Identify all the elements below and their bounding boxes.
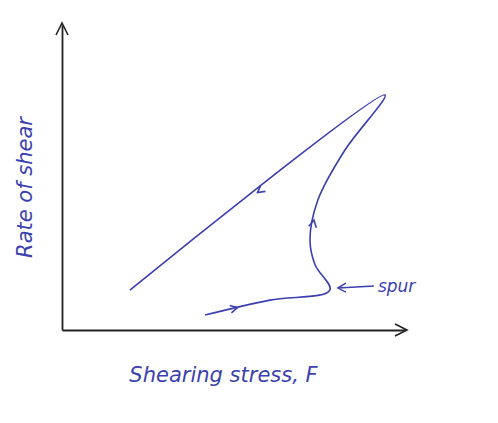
direction-arrow [258, 185, 266, 192]
annotation: spur [378, 276, 416, 296]
annotation-line [338, 286, 374, 288]
marks [130, 95, 385, 315]
direction-arrow [230, 305, 238, 312]
y-axis [62, 26, 63, 331]
annotation-arrow [338, 283, 346, 292]
direction-arrow [309, 220, 317, 228]
x-axis-title: Shearing stress, F [129, 363, 318, 387]
axis-line [63, 330, 406, 332]
axis-arrow [395, 324, 407, 336]
curve [130, 95, 385, 315]
x-axis [63, 330, 406, 331]
y-axis-title: Rate of shear [13, 116, 37, 258]
axis-line [62, 26, 64, 331]
chart: spur Shearing stress, F Rate of shear [0, 0, 498, 423]
axis-arrow [56, 23, 68, 35]
plot: spur [56, 23, 416, 336]
